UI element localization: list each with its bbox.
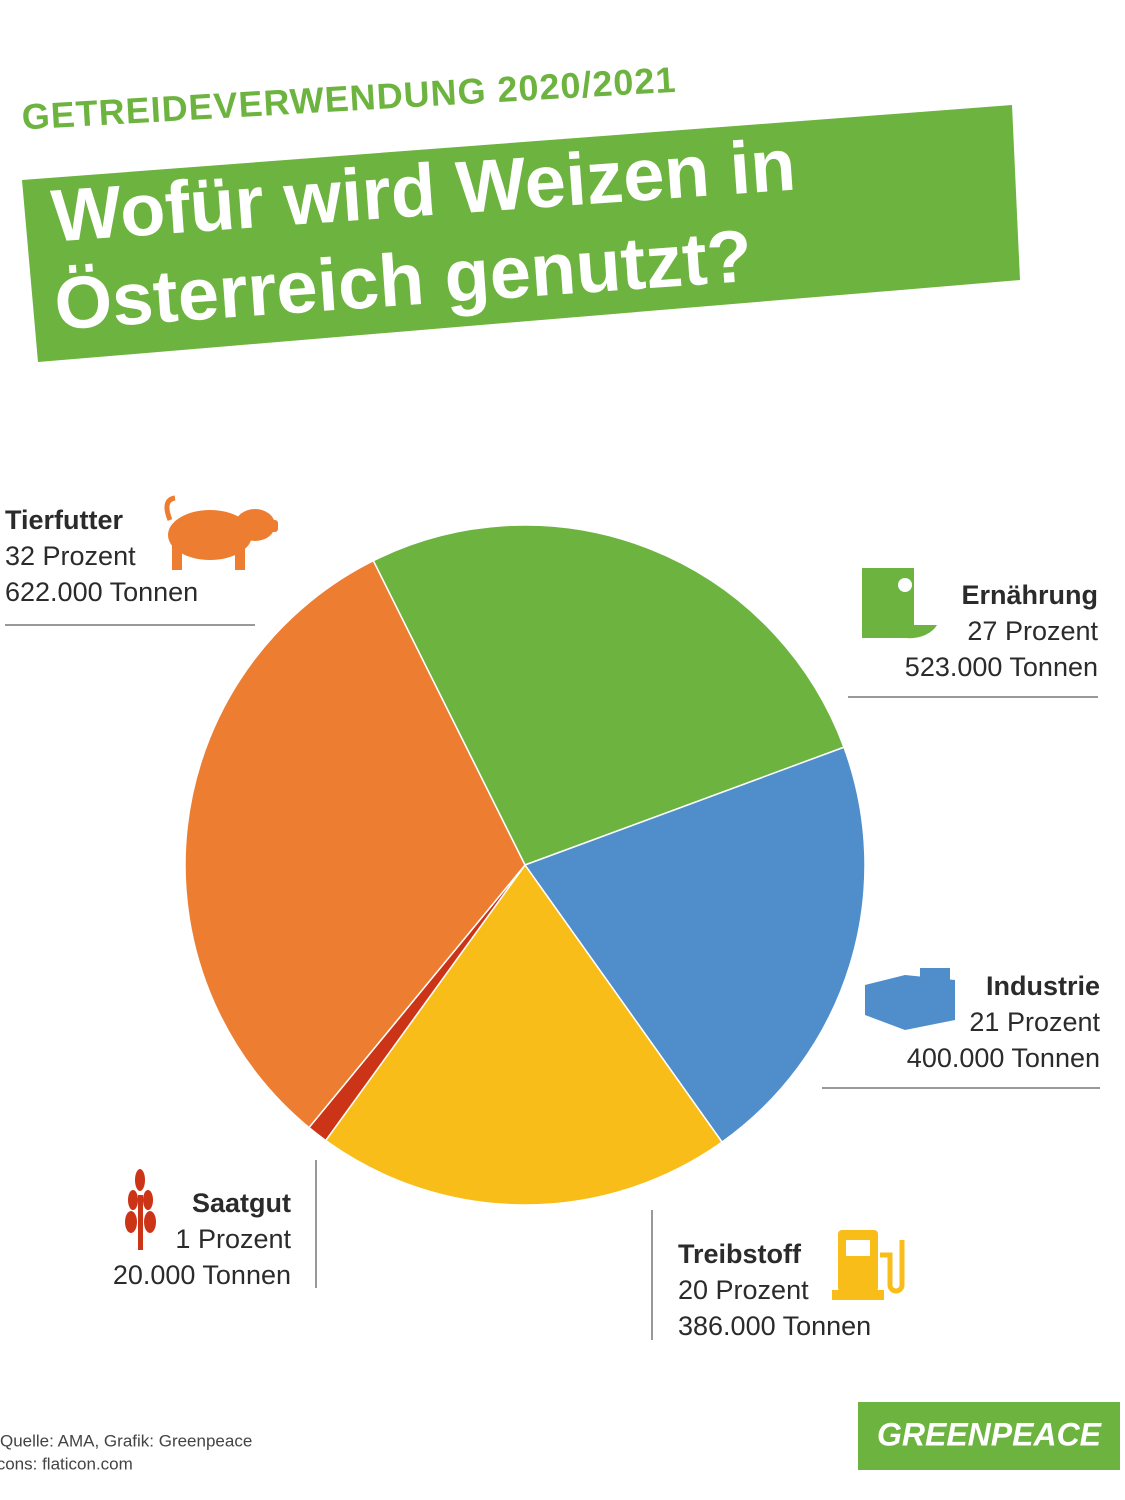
value-label: 21 Prozent bbox=[969, 1007, 1100, 1037]
pie-slice bbox=[523, 746, 866, 1144]
food-icon bbox=[862, 568, 937, 639]
pie-slice bbox=[324, 863, 724, 1206]
category-label: Treibstoff bbox=[678, 1239, 802, 1269]
source: Quelle: AMA, Grafik: Greenpeace bbox=[0, 1431, 252, 1450]
wheat-icon bbox=[125, 1169, 156, 1250]
factory-icon bbox=[865, 968, 955, 1030]
category-label: Saatgut bbox=[192, 1188, 291, 1218]
category-label: Ernährung bbox=[961, 580, 1098, 610]
value-label: 32 Prozent bbox=[5, 541, 136, 571]
tonnage-label: 622.000 Tonnen bbox=[5, 577, 198, 607]
category-label: Tierfutter bbox=[5, 505, 124, 535]
title-banner bbox=[22, 105, 1020, 362]
pig-icon bbox=[164, 495, 278, 570]
value-label: 27 Prozent bbox=[967, 616, 1098, 646]
value-label: 1 Prozent bbox=[175, 1224, 291, 1254]
fuel-icon bbox=[832, 1230, 905, 1300]
source: Icons: flaticon.com bbox=[0, 1454, 133, 1473]
tonnage-label: 386.000 Tonnen bbox=[678, 1311, 871, 1341]
pie-slice bbox=[184, 559, 526, 1129]
supertitle: GETREIDEVERWENDUNG 2020/2021 bbox=[21, 59, 678, 138]
logo: GREENPEACE bbox=[877, 1416, 1103, 1452]
logo-box bbox=[858, 1402, 1120, 1470]
value-label: 20 Prozent bbox=[678, 1275, 809, 1305]
pie bbox=[184, 524, 866, 1206]
pie-slice bbox=[372, 524, 845, 866]
tonnage-label: 523.000 Tonnen bbox=[905, 652, 1098, 682]
category-label: Industrie bbox=[986, 971, 1100, 1001]
tonnage-label: 400.000 Tonnen bbox=[907, 1043, 1100, 1073]
tonnage-label: 20.000 Tonnen bbox=[113, 1260, 291, 1290]
